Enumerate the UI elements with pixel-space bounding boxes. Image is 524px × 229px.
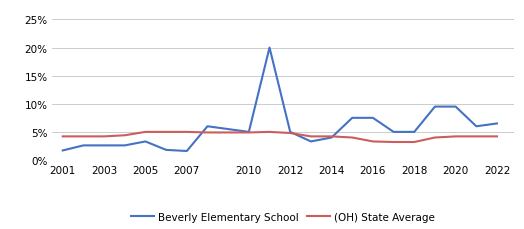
Beverly Elementary School (494, 123, 500, 125)
Beverly Elementary School (80, 144, 86, 147)
Beverly Elementary School (349, 117, 355, 120)
Beverly Elementary School (122, 144, 128, 147)
Beverly Elementary School (184, 150, 190, 153)
Beverly Elementary School (308, 140, 314, 143)
(OH) State Average (287, 132, 293, 135)
Beverly Elementary School (453, 106, 459, 109)
(OH) State Average (60, 135, 66, 138)
Beverly Elementary School (329, 136, 335, 139)
(OH) State Average (266, 131, 272, 134)
Beverly Elementary School (411, 131, 418, 134)
(OH) State Average (80, 135, 86, 138)
Beverly Elementary School (370, 117, 376, 120)
(OH) State Average (411, 141, 418, 144)
(OH) State Average (204, 131, 211, 134)
Beverly Elementary School (204, 125, 211, 128)
Legend: Beverly Elementary School, (OH) State Average: Beverly Elementary School, (OH) State Av… (127, 208, 439, 226)
Beverly Elementary School (246, 131, 252, 134)
Beverly Elementary School (163, 149, 169, 152)
Beverly Elementary School (225, 128, 231, 131)
(OH) State Average (225, 131, 231, 134)
(OH) State Average (349, 136, 355, 139)
(OH) State Average (473, 135, 479, 138)
Beverly Elementary School (266, 47, 272, 50)
Beverly Elementary School (390, 131, 397, 134)
(OH) State Average (246, 131, 252, 134)
(OH) State Average (390, 141, 397, 144)
(OH) State Average (163, 131, 169, 134)
(OH) State Average (308, 135, 314, 138)
(OH) State Average (432, 136, 438, 139)
Beverly Elementary School (143, 140, 149, 143)
(OH) State Average (453, 135, 459, 138)
Line: (OH) State Average: (OH) State Average (63, 132, 497, 142)
(OH) State Average (494, 135, 500, 138)
(OH) State Average (184, 131, 190, 134)
Beverly Elementary School (432, 106, 438, 109)
Line: Beverly Elementary School: Beverly Elementary School (63, 48, 497, 151)
Beverly Elementary School (287, 131, 293, 134)
(OH) State Average (122, 134, 128, 137)
Beverly Elementary School (473, 125, 479, 128)
Beverly Elementary School (60, 149, 66, 152)
Beverly Elementary School (101, 144, 107, 147)
(OH) State Average (101, 135, 107, 138)
(OH) State Average (370, 140, 376, 143)
(OH) State Average (143, 131, 149, 134)
(OH) State Average (329, 135, 335, 138)
